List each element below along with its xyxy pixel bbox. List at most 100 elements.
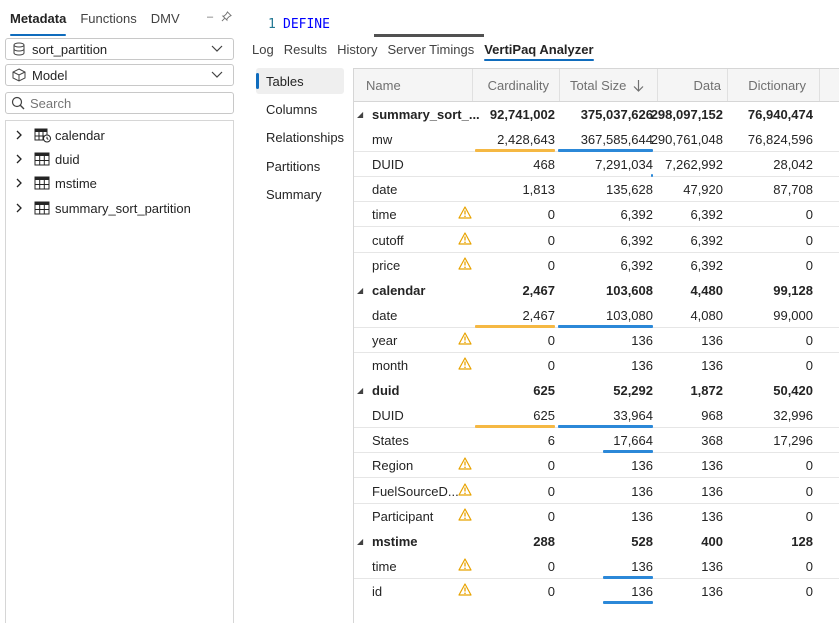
left-tab-bar: Metadata Functions DMV bbox=[10, 11, 180, 36]
nav-summary[interactable]: Summary bbox=[256, 181, 344, 207]
tab-vertipaq-analyzer[interactable]: VertiPaq Analyzer bbox=[484, 42, 594, 61]
chevron-down-icon bbox=[207, 45, 227, 53]
chevron-right-icon[interactable] bbox=[13, 130, 25, 140]
column-row[interactable]: year 0 136 136 0 bbox=[354, 328, 839, 353]
tab-log[interactable]: Log bbox=[252, 42, 274, 57]
cell-data: 368 bbox=[701, 433, 723, 449]
collapse-icon[interactable]: ◢ bbox=[357, 386, 364, 396]
cell-cardinality: 625 bbox=[533, 383, 555, 399]
col-header-hierarchy[interactable]: H bbox=[820, 69, 839, 101]
cell-data: 6,392 bbox=[690, 207, 723, 223]
panel-controls: – bbox=[207, 11, 232, 25]
search-icon bbox=[11, 96, 25, 110]
cell-data: 6,392 bbox=[690, 232, 723, 248]
table-icon bbox=[34, 200, 52, 216]
cell-data: 1,872 bbox=[690, 383, 723, 399]
cell-data: 47,920 bbox=[683, 182, 723, 198]
cell-cardinality: 0 bbox=[547, 483, 555, 499]
cell-total-size: 528 bbox=[631, 533, 653, 549]
column-row[interactable]: DUID 468 7,291,034 7,262,992 28,042 bbox=[354, 152, 839, 178]
chevron-right-icon[interactable] bbox=[13, 203, 25, 213]
column-row[interactable]: date 2,467 103,080 4,080 99,000 bbox=[354, 303, 839, 328]
cell-cardinality: 0 bbox=[547, 207, 555, 223]
column-row[interactable]: FuelSourceD... 0 136 136 0 bbox=[354, 479, 839, 504]
cell-data: 6,392 bbox=[690, 257, 723, 273]
tab-server-timings[interactable]: Server Timings bbox=[387, 42, 475, 57]
cell-total-size: 52,292 bbox=[613, 383, 653, 399]
cell-total-size: 7,291,034 bbox=[595, 157, 653, 173]
cell-dictionary: 0 bbox=[805, 257, 813, 273]
column-row[interactable]: cutoff 0 6,392 6,392 0 bbox=[354, 228, 839, 253]
cardinality-bar bbox=[475, 324, 555, 328]
cell-dictionary: 0 bbox=[805, 558, 813, 574]
col-header-dictionary[interactable]: Dictionary bbox=[728, 69, 820, 101]
column-row[interactable]: id 0 136 136 0 bbox=[354, 579, 839, 604]
tab-dmv[interactable]: DMV bbox=[150, 11, 180, 26]
chevron-right-icon[interactable] bbox=[13, 178, 25, 188]
column-row[interactable]: price 0 6,392 6,392 0 bbox=[354, 253, 839, 278]
col-header-name[interactable]: Name bbox=[354, 69, 473, 101]
database-select[interactable]: sort_partition bbox=[5, 38, 234, 60]
column-row[interactable]: Participant 0 136 136 0 bbox=[354, 504, 839, 529]
column-row[interactable]: DUID 625 33,964 968 32,996 bbox=[354, 403, 839, 429]
pin-icon[interactable] bbox=[221, 11, 232, 25]
tab-history[interactable]: History bbox=[337, 42, 378, 57]
cell-name: month bbox=[372, 358, 409, 373]
model-name: Model bbox=[32, 67, 68, 83]
model-select[interactable]: Model bbox=[5, 64, 234, 86]
cell-dictionary: 76,940,474 bbox=[747, 107, 813, 122]
cell-name: duid bbox=[372, 383, 400, 399]
table-row[interactable]: ◢ calendar 2,467 103,608 4,480 99,128 bbox=[354, 278, 839, 303]
cell-data: 290,761,048 bbox=[650, 132, 723, 148]
nav-relationships[interactable]: Relationships bbox=[256, 124, 344, 150]
table-tree: calendar duid mstime summary_sort_partit… bbox=[5, 120, 234, 623]
cell-total-size: 103,080 bbox=[606, 307, 653, 323]
tree-item-summary-sort-partition[interactable]: summary_sort_partition bbox=[6, 198, 191, 218]
cell-cardinality: 288 bbox=[533, 533, 555, 549]
tree-item-duid[interactable]: duid bbox=[6, 149, 80, 169]
tree-item-mstime[interactable]: mstime bbox=[6, 173, 97, 193]
cell-name: mw bbox=[372, 132, 393, 148]
cell-name: Participant bbox=[372, 508, 434, 524]
col-header-total-size[interactable]: Total Size bbox=[560, 69, 658, 101]
table-row[interactable]: ◢ mstime 288 528 400 128 bbox=[354, 529, 839, 554]
collapse-icon[interactable]: ◢ bbox=[357, 110, 364, 119]
cell-total-size: 17,664 bbox=[613, 433, 653, 449]
collapse-icon[interactable]: ◢ bbox=[357, 285, 364, 295]
cell-name: year bbox=[372, 332, 398, 348]
cell-name: time bbox=[372, 558, 397, 574]
col-header-data[interactable]: Data bbox=[658, 69, 728, 101]
table-row[interactable]: ◢ summary_sort_... 92,741,002 375,037,626 29… bbox=[354, 102, 839, 127]
table-row[interactable]: ◢ duid 625 52,292 1,872 50,420 bbox=[354, 378, 839, 403]
collapse-icon[interactable]: ◢ bbox=[357, 536, 364, 546]
tab-results[interactable]: Results bbox=[283, 42, 328, 57]
tab-metadata[interactable]: Metadata bbox=[10, 11, 67, 36]
col-header-cardinality[interactable]: Cardinality bbox=[473, 69, 560, 101]
nav-label: Summary bbox=[266, 186, 322, 202]
sort-descending-icon bbox=[633, 79, 644, 92]
nav-tables[interactable]: Tables bbox=[256, 68, 344, 94]
column-row[interactable]: Region 0 136 136 0 bbox=[354, 453, 839, 479]
cell-dictionary: 99,128 bbox=[773, 282, 813, 298]
search-box bbox=[5, 92, 234, 114]
minimize-icon[interactable]: – bbox=[207, 11, 214, 23]
cell-name: price bbox=[372, 257, 401, 273]
column-row[interactable]: month 0 136 136 0 bbox=[354, 353, 839, 378]
tree-item-label: calendar bbox=[55, 127, 105, 143]
nav-columns[interactable]: Columns bbox=[256, 96, 344, 122]
search-input[interactable] bbox=[30, 95, 220, 111]
column-row[interactable]: mw 2,428,643 367,585,644 290,761,048 76,824,… bbox=[354, 127, 839, 153]
query-editor[interactable]: 1 DEFINE bbox=[254, 0, 839, 37]
database-icon bbox=[11, 41, 27, 57]
tree-item-calendar[interactable]: calendar bbox=[6, 125, 105, 145]
column-row[interactable]: States 6 17,664 368 17,296 bbox=[354, 428, 839, 454]
table-icon bbox=[34, 175, 52, 191]
column-row[interactable]: time 0 6,392 6,392 0 bbox=[354, 202, 839, 228]
nav-partitions[interactable]: Partitions bbox=[256, 153, 344, 179]
cell-cardinality: 2,467 bbox=[522, 282, 555, 298]
cell-cardinality: 468 bbox=[533, 157, 555, 173]
chevron-right-icon[interactable] bbox=[13, 154, 25, 164]
column-row[interactable]: date 1,813 135,628 47,920 87,708 bbox=[354, 177, 839, 203]
tab-functions[interactable]: Functions bbox=[80, 11, 137, 26]
column-row[interactable]: time 0 136 136 0 bbox=[354, 554, 839, 579]
